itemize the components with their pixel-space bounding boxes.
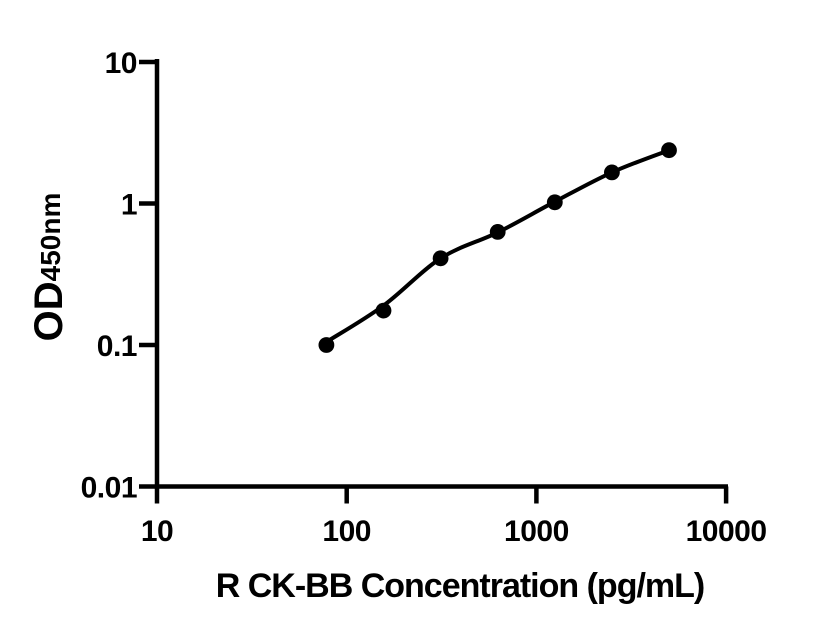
data-point-marker — [661, 142, 677, 159]
y-tick-label: 0.01 — [81, 472, 137, 505]
x-axis-title: R CK-BB Concentration (pg/mL) — [215, 567, 706, 605]
y-tick-label: 0.1 — [97, 330, 137, 363]
x-axis-tick-labels: 10 100 1000 10000 — [141, 515, 767, 548]
data-points — [318, 142, 677, 353]
y-axis-ticks — [139, 59, 156, 489]
x-axis-ticks — [154, 486, 729, 504]
data-point-marker — [375, 302, 392, 319]
data-point-marker — [604, 164, 620, 181]
axis-spines — [154, 59, 728, 489]
y-axis-tick-labels: 10 1 0.1 0.01 — [81, 47, 138, 505]
data-point-marker — [318, 337, 335, 353]
data-point-marker — [546, 194, 563, 211]
x-tick-label: 10000 — [686, 515, 767, 548]
x-tick-label: 1000 — [504, 515, 569, 548]
data-point-marker — [432, 250, 449, 267]
y-tick-label: 10 — [105, 47, 137, 80]
y-axis-title-subscript: 450nm — [35, 192, 66, 282]
y-axis-title-text: OD — [27, 281, 71, 342]
x-tick-label: 10 — [141, 515, 173, 548]
x-tick-label: 100 — [322, 515, 371, 548]
y-axis-title: OD450nm — [24, 167, 74, 367]
data-point-marker — [489, 224, 506, 240]
y-tick-label: 1 — [121, 189, 137, 222]
